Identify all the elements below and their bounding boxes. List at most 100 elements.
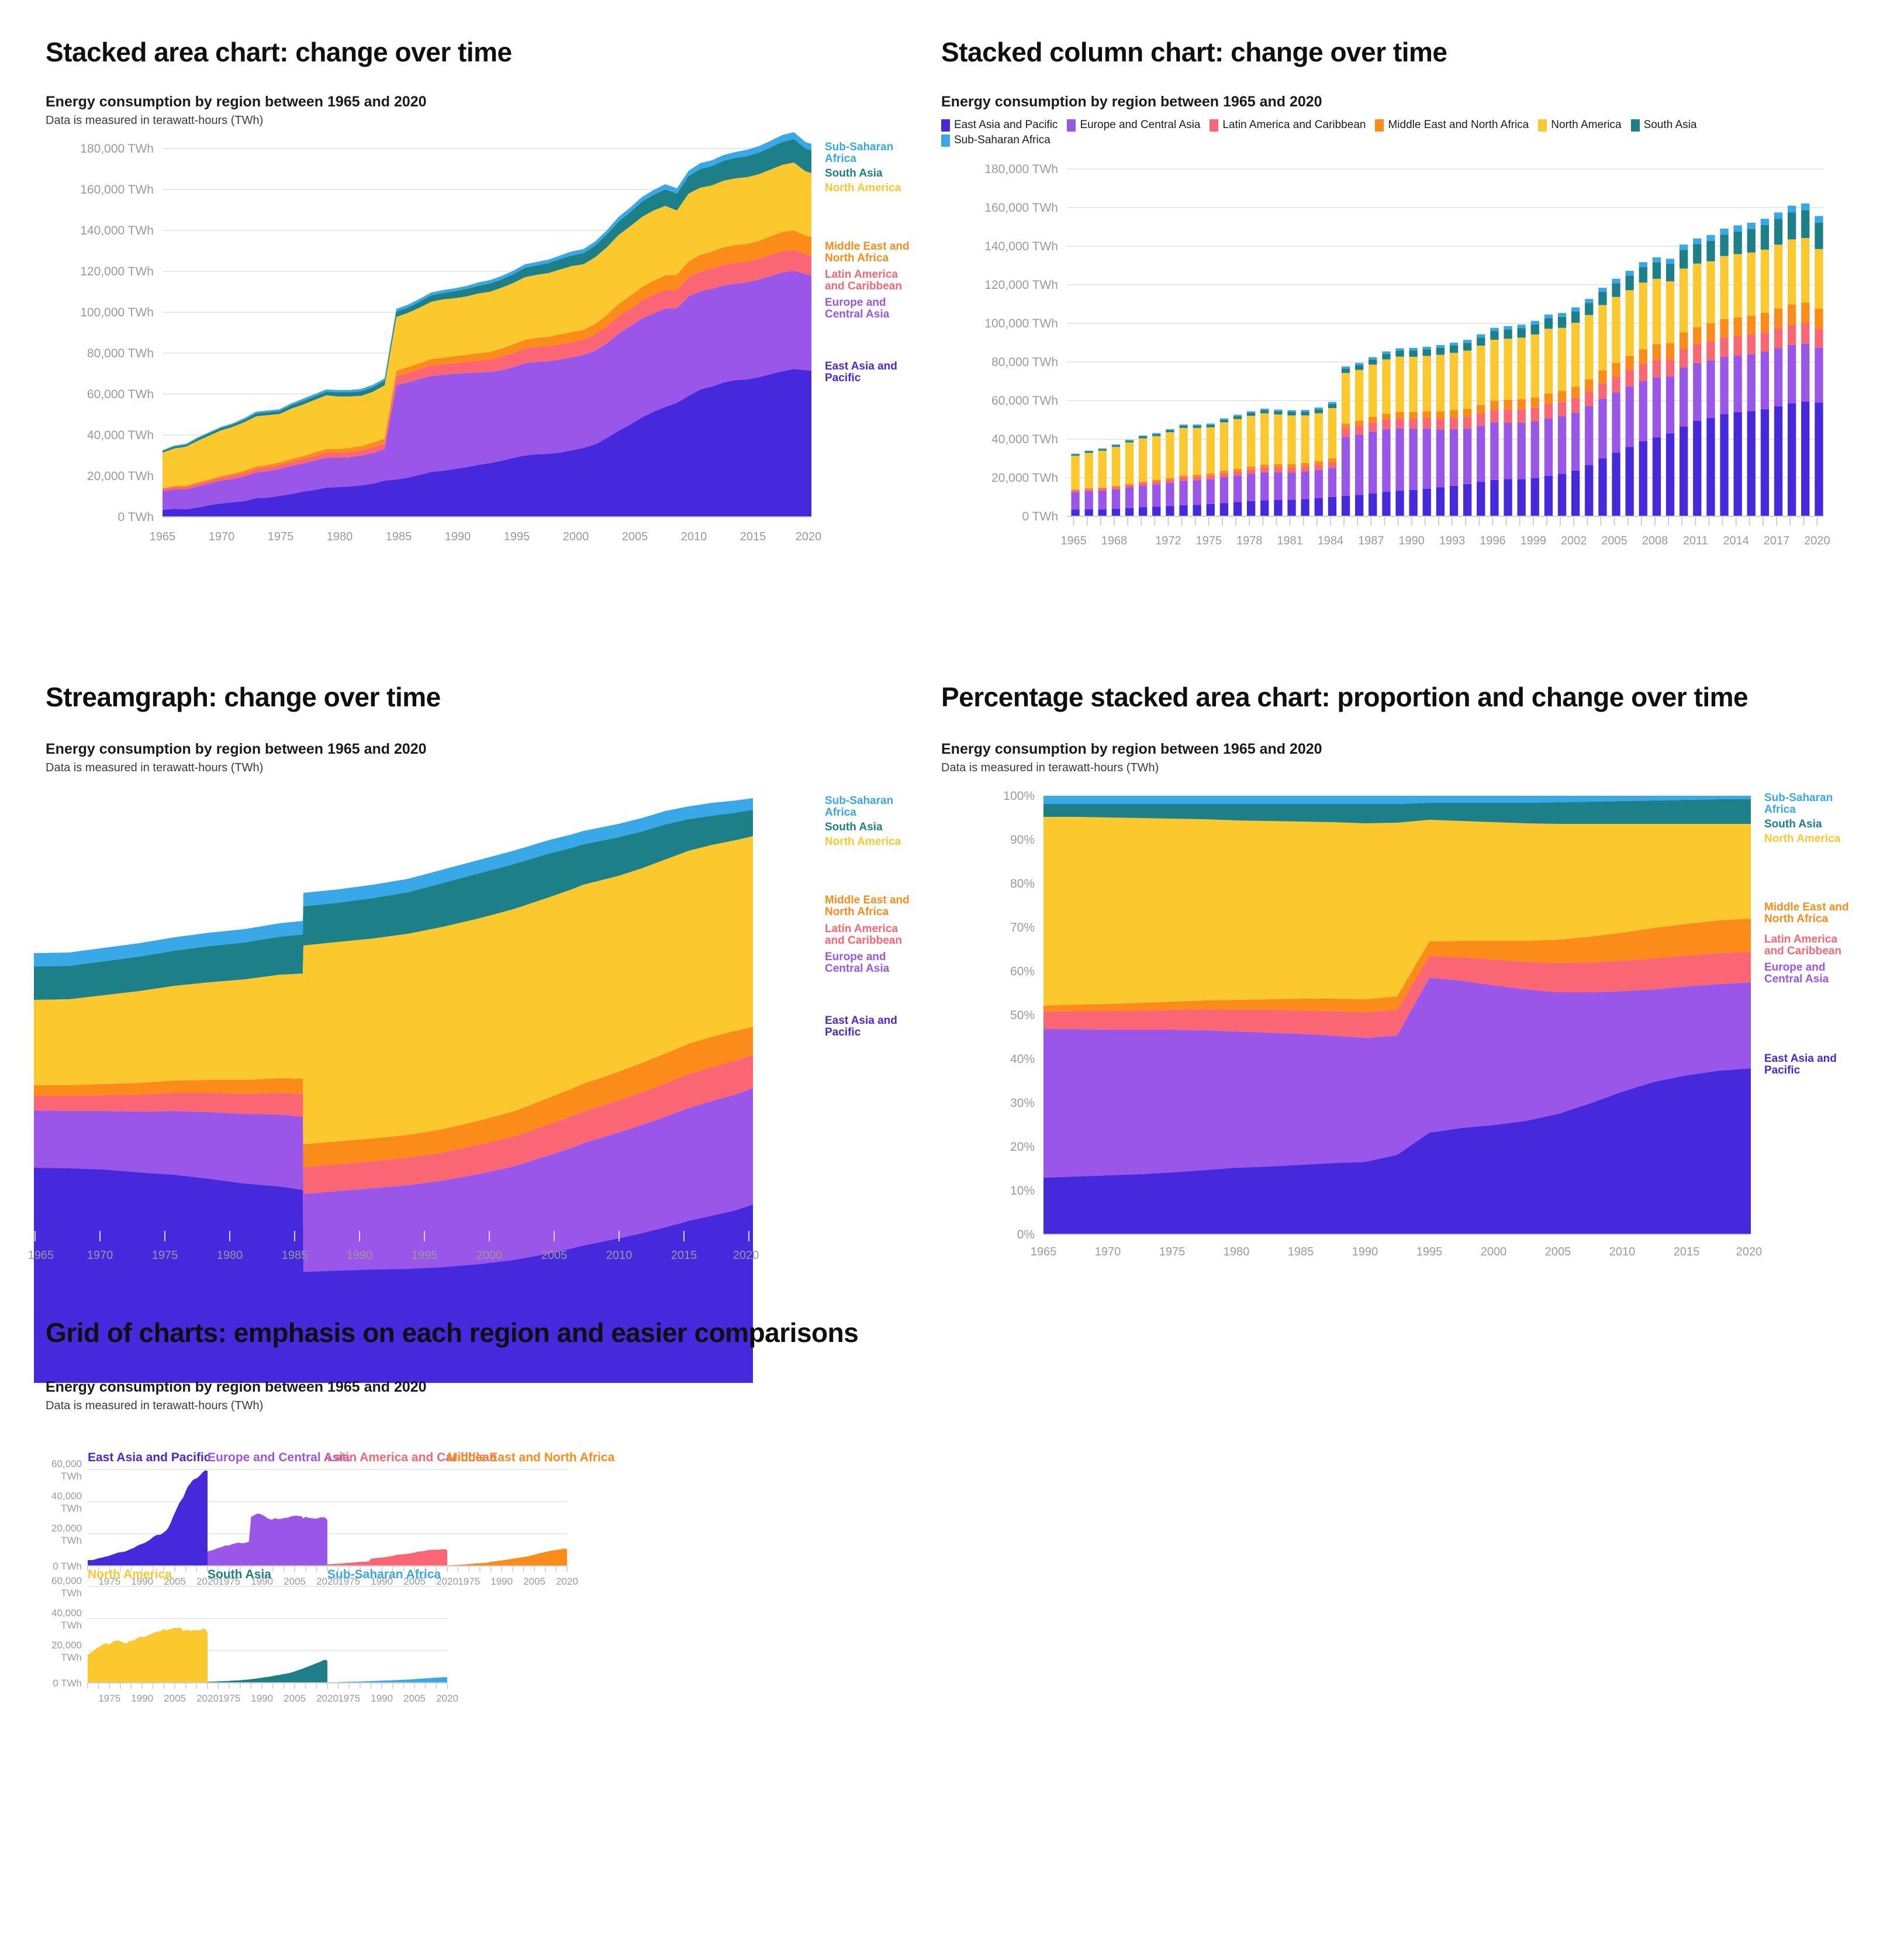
column-segment	[1517, 399, 1526, 409]
column-segment	[1490, 409, 1499, 423]
column-segment	[1788, 325, 1796, 345]
panel-title-grid-of-charts: Grid of charts: emphasis on each region …	[46, 1317, 859, 1348]
column-segment	[1152, 484, 1161, 507]
pband-east-asia-and-pacific	[1043, 1068, 1751, 1234]
y-tick: 80,000 TWh	[991, 356, 1058, 369]
legend-item[interactable]: Europe and Central Asia	[1067, 119, 1200, 132]
x-tick: 1995	[1416, 1245, 1443, 1258]
column-segment	[1274, 500, 1283, 517]
column-segment	[1166, 506, 1174, 516]
column-segment	[1747, 315, 1756, 335]
x-tick: 1985	[1288, 1245, 1314, 1258]
small-multiple-area	[208, 1659, 327, 1683]
column-segment	[1369, 422, 1377, 432]
column-segment	[1504, 479, 1512, 516]
column-segment	[1693, 238, 1702, 244]
column-segment	[1166, 482, 1174, 506]
legend-item[interactable]: South Asia	[1630, 119, 1696, 132]
column-segment	[1341, 423, 1350, 429]
x-tick: 1995	[504, 530, 530, 543]
column-segment	[1355, 420, 1364, 426]
column-segment	[1436, 487, 1445, 516]
legend-item[interactable]: North America	[1538, 119, 1622, 132]
column-segment	[1747, 411, 1756, 516]
column-segment	[1395, 428, 1404, 491]
column-segment	[1517, 422, 1526, 479]
small-multiple-x-tick: 2005	[284, 1693, 306, 1704]
y-tick: 50%	[1010, 1009, 1035, 1022]
column-segment	[1328, 408, 1337, 458]
column-segment	[1652, 344, 1661, 360]
column-segment	[1301, 415, 1309, 463]
legend-label: North America	[1551, 119, 1622, 131]
direct-label-middle-east-and-north-africa: Middle East and North Africa	[825, 894, 910, 918]
column-segment	[1382, 419, 1391, 429]
direct-label-south-asia: South Asia	[1764, 818, 1822, 830]
column-segment	[1166, 430, 1174, 433]
column-segment	[1760, 219, 1770, 226]
column-segment	[1260, 408, 1269, 410]
column-segment	[1314, 407, 1323, 410]
small-multiple-area	[327, 1677, 447, 1683]
small-multiple-title: South Asia	[208, 1568, 271, 1581]
column-bars	[1071, 203, 1823, 517]
column-segment	[1652, 262, 1661, 279]
column-segment	[1612, 376, 1620, 393]
x-tick: 2020	[796, 530, 822, 543]
column-segment	[1125, 487, 1134, 508]
column-segment	[1314, 498, 1323, 516]
x-tick: 1965	[28, 1249, 54, 1262]
x-tick: 2015	[671, 1249, 697, 1262]
small-multiple-y-tick: 20,000	[51, 1640, 82, 1651]
x-tick: 1978	[1236, 534, 1263, 547]
column-segment	[1247, 411, 1256, 413]
pband-north-america	[1043, 817, 1751, 1006]
column-segment	[1314, 465, 1323, 470]
x-tick: 2010	[606, 1249, 633, 1262]
small-multiple-x-tick: 2020	[316, 1693, 338, 1704]
direct-label-east-asia-and-pacific: East Asia and Pacific	[1764, 1053, 1837, 1076]
legend-item[interactable]: Latin America and Caribbean	[1210, 119, 1366, 132]
band-south-asia	[163, 139, 811, 453]
x-tick: 2005	[622, 530, 648, 543]
column-segment	[1720, 357, 1729, 415]
small-multiple-area	[447, 1548, 567, 1566]
legend-item[interactable]: East Asia and Pacific	[941, 119, 1058, 132]
column-segment	[1111, 486, 1121, 487]
small-multiple-x-tick: 2020	[436, 1576, 458, 1587]
column-segment	[1774, 244, 1783, 309]
x-tick: 1990	[1352, 1245, 1378, 1258]
legend-item[interactable]: Middle East and North Africa	[1375, 119, 1529, 132]
column-segment	[1409, 357, 1418, 412]
column-segment	[1571, 323, 1580, 387]
column-segment	[1774, 328, 1783, 349]
column-segment	[1395, 418, 1404, 429]
column-segment	[1098, 488, 1107, 491]
column-segment	[1720, 256, 1729, 319]
column-segment	[1436, 354, 1445, 412]
column-segment	[1193, 427, 1201, 475]
column-segment	[1557, 402, 1567, 416]
column-segment	[1598, 458, 1607, 516]
column-segment	[1788, 345, 1796, 403]
small-multiple-title: Sub-Saharan Africa	[327, 1568, 441, 1581]
x-tick: 1975	[268, 530, 294, 543]
panel-title-percentage-area: Percentage stacked area chart: proportio…	[941, 682, 1748, 712]
small-multiple-y-tick: 0 TWh	[53, 1561, 82, 1572]
column-segment	[1585, 391, 1594, 406]
column-segment	[1274, 414, 1283, 464]
column-segment	[1206, 473, 1215, 476]
small-multiple-x-tick: 2005	[284, 1576, 306, 1587]
column-segment	[1422, 346, 1431, 350]
stream-east-asia-and-pacific	[34, 1168, 753, 1383]
column-segment	[1098, 509, 1107, 516]
y-tick: 80%	[1010, 877, 1035, 891]
legend-item[interactable]: Sub-Saharan Africa	[941, 134, 1701, 147]
x-tick: 2015	[1674, 1245, 1700, 1258]
small-multiple-x-tick: 1990	[251, 1693, 273, 1704]
column-segment	[1422, 349, 1431, 356]
column-segment	[1314, 461, 1323, 465]
column-segment	[1071, 490, 1080, 492]
column-segment	[1179, 425, 1188, 426]
legend-label: East Asia and Pacific	[954, 119, 1058, 131]
